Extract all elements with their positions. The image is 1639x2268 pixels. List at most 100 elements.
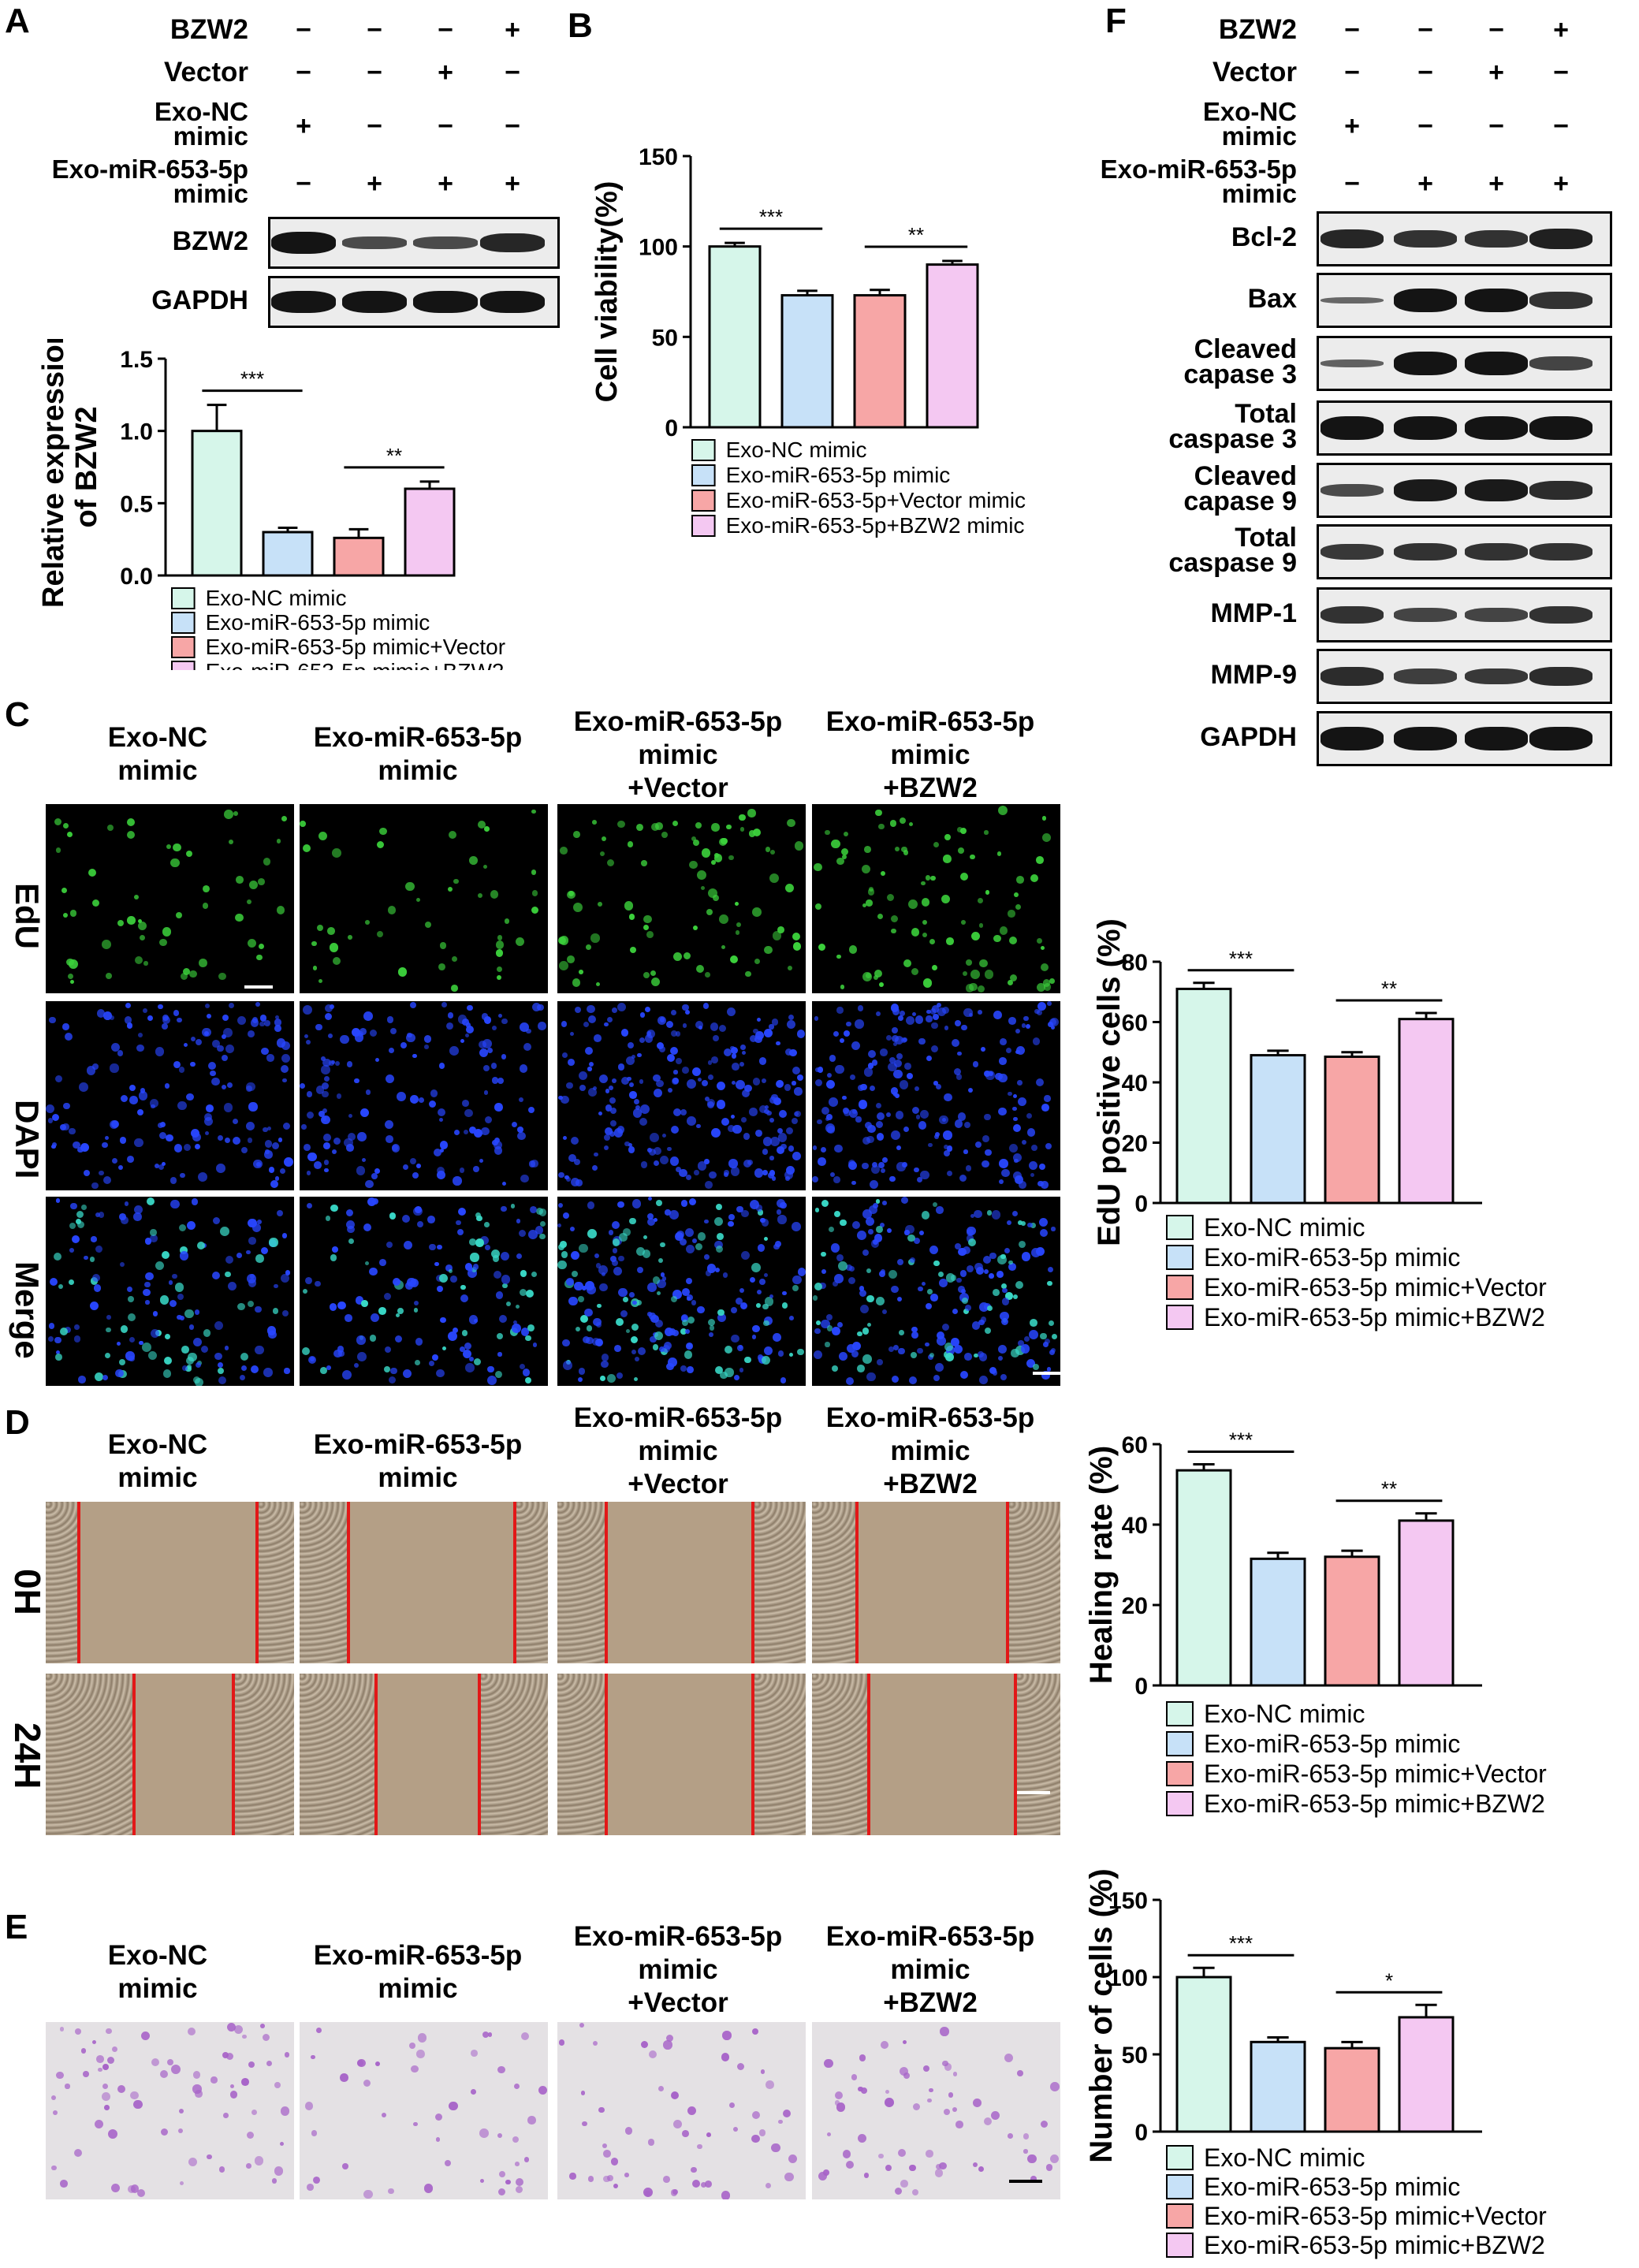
cell-dot [522, 1369, 530, 1376]
cell-dot [701, 848, 711, 858]
cell-dot [773, 1097, 782, 1105]
cell-dot [647, 2139, 655, 2146]
cell-dot [562, 1360, 572, 1370]
cell-dot [686, 1296, 691, 1302]
cell-dot [965, 1305, 972, 1312]
cell-dot [659, 1155, 669, 1164]
cell-dot [438, 963, 445, 971]
cell-dot [324, 1168, 329, 1173]
blot-strip [1317, 711, 1612, 766]
cell-dot [878, 1270, 885, 1277]
bar [1175, 987, 1232, 1205]
cell-dot [62, 1023, 69, 1030]
cell-dot [110, 1042, 120, 1052]
cell-dot [870, 1238, 880, 1248]
cell-dot [304, 1034, 308, 1039]
cell-dot [826, 2132, 832, 2137]
cell-dot [863, 1067, 874, 1077]
cell-dot [51, 2165, 57, 2170]
cell-dot [919, 1170, 929, 1180]
cell-dot [1011, 1210, 1018, 1216]
cell-dot [144, 1272, 154, 1281]
cell-dot [685, 1328, 690, 1334]
blot-band [413, 291, 478, 313]
cell-dot [592, 820, 598, 825]
cell-dot [701, 1080, 708, 1087]
cell-dot [561, 1339, 570, 1347]
cell-dot [604, 1022, 609, 1027]
cell-dot [533, 1343, 538, 1347]
cell-dot [818, 2171, 827, 2180]
cell-dot [636, 1266, 643, 1273]
cell-dot [60, 2179, 68, 2188]
cell-dot [667, 1088, 672, 1093]
cell-dot [248, 1237, 256, 1245]
cell-dot [656, 1290, 661, 1296]
cell-dot [751, 2135, 760, 2143]
cell-dot [601, 1361, 609, 1369]
cell-dot [390, 1367, 397, 1375]
cell-dot [927, 1289, 933, 1294]
cell-dot [636, 823, 643, 831]
cell-dot [981, 1046, 985, 1052]
cell-dot [602, 2143, 608, 2149]
cell-dot [480, 1236, 490, 1246]
cell-dot [523, 1042, 532, 1052]
cell-dot [282, 1078, 287, 1083]
cell-dot [479, 1158, 483, 1163]
cell-dot [220, 1226, 230, 1236]
cell-dot [631, 1199, 642, 1208]
cell-dot [718, 1025, 726, 1033]
cell-dot [639, 1011, 646, 1018]
cell-dot [871, 1162, 877, 1168]
cell-layer [235, 1674, 294, 1835]
cell-dot [505, 918, 510, 924]
cell-dot [901, 846, 907, 852]
blot-band [1321, 229, 1384, 249]
cell-dot [1030, 1223, 1037, 1229]
cell-dot [385, 1346, 392, 1354]
cell-dot [315, 1023, 322, 1031]
cell-dot [914, 1237, 921, 1244]
cell-dot [573, 830, 580, 838]
cell-dot [680, 1365, 687, 1372]
cell-dot [465, 1363, 475, 1373]
cell-dot [1023, 2149, 1028, 2154]
cell-dot [70, 979, 75, 984]
cell-dot [191, 1197, 199, 1205]
cell-dot [894, 846, 900, 851]
cell-dot [178, 1067, 184, 1073]
cell-dot [739, 1062, 744, 1067]
cell-dot [892, 1344, 899, 1350]
cell-dot [788, 1014, 795, 1021]
significance-label: *** [240, 367, 264, 391]
cell-dot [173, 1009, 180, 1016]
bar [1324, 1555, 1380, 1687]
cell-dot [863, 2173, 870, 2178]
cell-dot [147, 1015, 153, 1021]
cell-dot [606, 858, 614, 866]
cell-dot [472, 1264, 479, 1270]
cell-dot [985, 1327, 992, 1334]
cell-dot [246, 899, 251, 904]
cell-dot [847, 1343, 856, 1353]
cell-dot [890, 1004, 899, 1012]
cell-dot [492, 1254, 500, 1262]
cell-dot [526, 1028, 531, 1034]
legend-label: Exo-miR-653-5p mimic+BZW2 [1204, 1789, 1545, 1818]
cell-dot [598, 2106, 605, 2113]
cell-dot [747, 809, 756, 817]
cell-dot [736, 2062, 745, 2071]
blot-band [1465, 352, 1528, 375]
wound-image [300, 1502, 548, 1663]
cell-dot [697, 1161, 707, 1171]
cell-dot [150, 1235, 158, 1242]
cell-dot [246, 1122, 255, 1130]
cell-dot [274, 1019, 281, 1026]
cell-dot [892, 1375, 900, 1383]
cell-dot [388, 906, 397, 914]
cell-dot [557, 1223, 562, 1228]
cell-dot [665, 2034, 673, 2043]
cell-dot [401, 1214, 410, 1223]
cell-dot [937, 1007, 946, 1016]
